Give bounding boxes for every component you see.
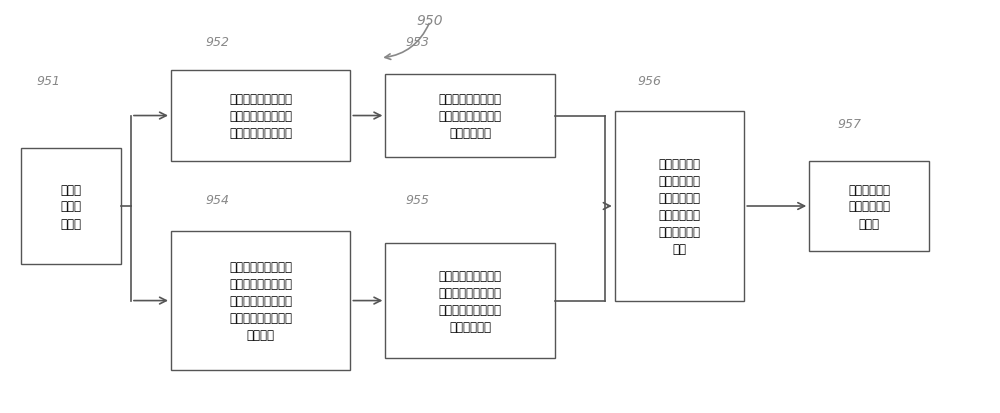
Text: 整理多个子数
据库，得到总
数据库: 整理多个子数 据库，得到总 数据库	[848, 183, 890, 230]
FancyBboxPatch shape	[809, 161, 929, 252]
Text: 将每个图片的飞溅形
貌、飞溅方向与其对
应的参数进行归类划
分，共同存档: 将每个图片的飞溅形 貌、飞溅方向与其对 应的参数进行归类划 分，共同存档	[439, 269, 502, 333]
FancyBboxPatch shape	[385, 75, 555, 157]
FancyBboxPatch shape	[385, 243, 555, 358]
Text: 选取保
存的飞
溅图片: 选取保 存的飞 溅图片	[61, 183, 82, 230]
FancyBboxPatch shape	[21, 149, 121, 264]
Text: 957: 957	[837, 118, 861, 131]
Text: 将距离由小到大进行
排序，并与其对应的
参数共同存档: 将距离由小到大进行 排序，并与其对应的 参数共同存档	[439, 93, 502, 140]
FancyBboxPatch shape	[171, 71, 350, 161]
Text: 计算每个图片中的最
远飞溅点、最近飞溅
点与焊点之间的距离: 计算每个图片中的最 远飞溅点、最近飞溅 点与焊点之间的距离	[229, 93, 292, 140]
FancyBboxPatch shape	[615, 112, 744, 301]
Text: 整理处理后得
到的数据，将
由同种变量引
起的飞溅事件
作为一个子数
据库: 整理处理后得 到的数据，将 由同种变量引 起的飞溅事件 作为一个子数 据库	[658, 158, 700, 255]
Text: 952: 952	[206, 36, 230, 49]
FancyBboxPatch shape	[171, 231, 350, 370]
Text: 953: 953	[405, 36, 429, 49]
Text: 955: 955	[405, 194, 429, 206]
Text: 使用图像处理软件处
理图片中的飞溅，可
以得到每个图片中的
飞溅形貌，并观察到
飞溅方向: 使用图像处理软件处 理图片中的飞溅，可 以得到每个图片中的 飞溅形貌，并观察到 …	[229, 261, 292, 341]
Text: 951: 951	[36, 75, 60, 88]
Text: 954: 954	[206, 194, 230, 206]
Text: 950: 950	[417, 14, 444, 28]
Text: 956: 956	[638, 75, 662, 88]
